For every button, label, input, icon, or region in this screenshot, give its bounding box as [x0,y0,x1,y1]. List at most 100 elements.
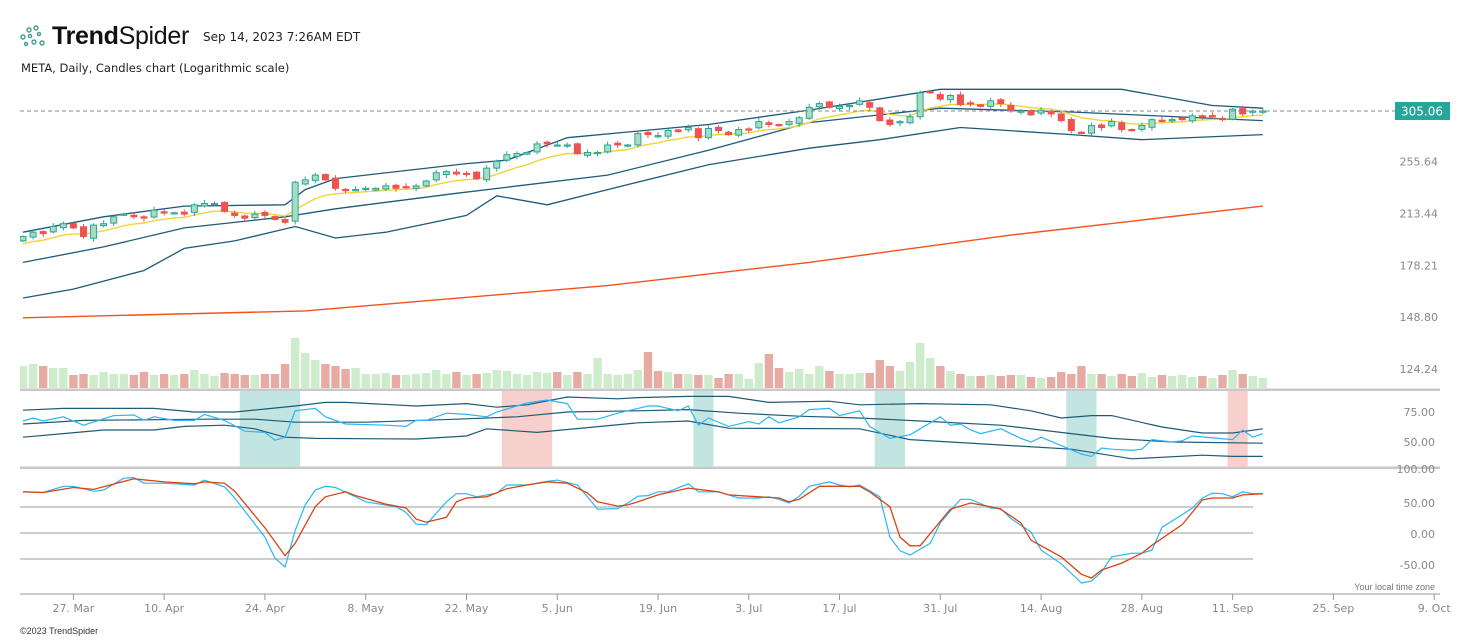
candle [231,210,239,218]
candle [382,183,390,192]
candle-body [876,107,884,122]
volume-bar [462,375,471,388]
volume-bar [684,374,693,388]
candle-body [1037,109,1045,114]
candle-body [1017,110,1025,113]
candle [90,223,98,242]
candle [100,220,108,228]
x-axis-label: 10. Apr [144,602,184,615]
candle-body [130,214,138,218]
candle-body [946,94,954,101]
candle [1138,122,1146,132]
candle-body [1118,122,1126,131]
candle-body [180,211,188,215]
candle [856,97,864,107]
candle [311,172,319,184]
volume-bar [633,370,643,388]
volume-bar [1026,377,1036,388]
candle-body [563,144,571,147]
candle-body [503,154,511,161]
volume-bar [593,358,602,388]
candle-body [573,143,581,155]
candle-body [352,189,360,192]
volume-bar [220,373,229,388]
volume-bar [805,374,814,388]
candle [281,216,289,225]
rsi-axis-label: 75.00 [1404,406,1436,419]
candle-body [140,216,148,219]
candle [1249,109,1257,116]
volume-bar [1258,378,1268,388]
candle-body [1128,129,1136,132]
candle-body [160,211,168,214]
candle [200,200,208,208]
candle-body [755,121,763,129]
x-axis-label: 3. Jul [735,602,762,615]
volume-bar [69,375,78,388]
volume-bar [522,375,532,388]
candle [483,165,491,183]
candle [473,171,481,180]
volume-bar [361,374,370,388]
candle [190,203,198,216]
volume-bar [472,374,481,388]
candle-body [684,127,692,131]
candle-body [211,203,219,206]
volume-bar [260,374,270,388]
candle [513,151,521,160]
timestamp: Sep 14, 2023 7:26AM EDT [203,30,361,44]
candle [523,151,531,156]
candle [1168,117,1176,123]
candle-body [90,224,98,239]
candle [442,169,450,178]
volume-bar [311,360,320,388]
candle-body [281,219,289,223]
volume-bar [159,374,169,388]
rsi-signal-zone [693,391,714,467]
candle-body [170,212,178,215]
rsi-line [22,399,1264,458]
candle-body [422,180,430,187]
volume-bar [149,375,159,388]
candle [49,223,57,234]
candle [795,116,803,127]
candle-body [856,100,864,105]
candle-body [543,141,551,145]
candle-body [1219,117,1227,121]
volume-bar [331,366,340,388]
price-pane [20,88,1268,388]
candle [715,125,723,134]
candle [150,206,158,219]
x-axis-label: 19. Jun [639,602,677,615]
candle [211,201,219,207]
candle [463,171,471,177]
candle [634,130,642,148]
candle [1098,123,1106,131]
candle [432,169,440,183]
volume-bar [38,366,48,388]
volume-bar [1006,375,1016,388]
rsi-pane [22,391,1264,467]
volume-bar [956,374,965,388]
candle-body [483,167,491,181]
candle [1158,116,1166,123]
brand-bold: Trend [52,21,119,50]
candle-body [866,102,874,108]
candle [342,187,350,194]
volume-bar [643,352,653,388]
volume-bar [301,353,310,388]
rsi-signal-zone [239,391,301,467]
candle-body [473,171,481,180]
candle-body [1077,131,1085,134]
volume-bar [1178,375,1187,388]
candle [1057,110,1065,123]
candle-body [1007,104,1015,112]
volume-bar [1238,374,1247,388]
candle-body [735,129,743,136]
candle-body [795,117,803,124]
volume-bar [1107,376,1116,388]
candle-body [674,129,682,133]
volume-bar [230,374,239,388]
candle [120,212,128,217]
